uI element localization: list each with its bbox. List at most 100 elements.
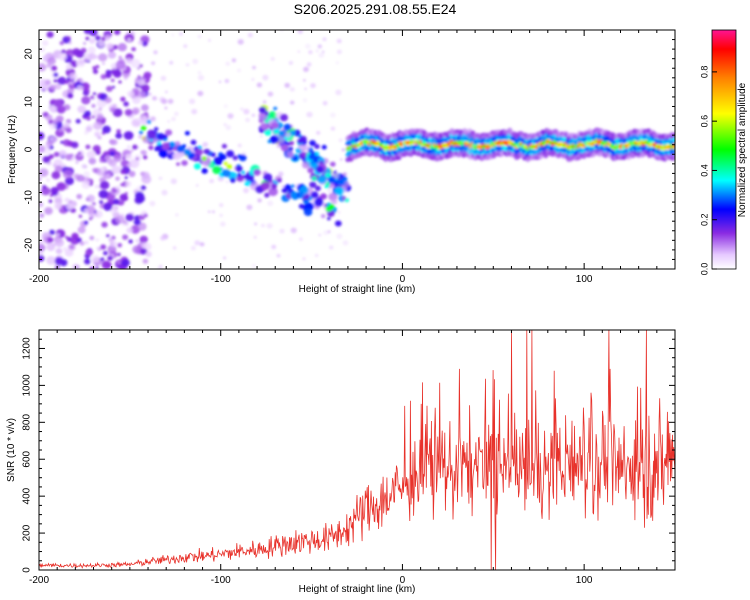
spectrogram-cell — [117, 261, 121, 265]
spectrogram-cell — [43, 148, 51, 155]
spectrogram-cell — [111, 139, 118, 146]
y-tick-label: 400 — [22, 487, 33, 504]
spectrogram-cell — [117, 243, 123, 248]
spectrogram-cell — [243, 187, 249, 194]
spectrogram-cell — [202, 142, 209, 147]
spectrogram-cell — [672, 137, 675, 142]
spectrogram-cell — [298, 203, 305, 209]
spectrogram-cell — [223, 104, 228, 108]
spectrogram-cell — [99, 158, 105, 163]
spectrogram-cell — [105, 37, 110, 41]
spectrogram-cell — [102, 125, 111, 134]
spectrogram-cell — [143, 213, 148, 218]
spectrogram-cell — [76, 193, 83, 200]
spectrogram-cell — [71, 232, 79, 240]
spectrogram-cell — [140, 118, 149, 126]
spectrogram-cell — [63, 247, 67, 251]
spectrogram-cell — [107, 255, 113, 261]
spectrogram-cell — [103, 202, 113, 211]
spectrogram-cell — [171, 116, 176, 122]
spectrogram-cell — [164, 106, 168, 110]
spectrogram-cell — [39, 144, 46, 153]
spectrogram-cell — [153, 50, 158, 55]
y-tick-label: 200 — [22, 524, 33, 541]
spectrogram-cell — [140, 125, 147, 131]
spectrogram-cell — [88, 53, 97, 60]
spectrogram-cell — [147, 92, 152, 96]
spectrogram-cell — [95, 266, 99, 269]
spectrogram-cell — [305, 43, 311, 49]
spectrogram-cell — [55, 233, 60, 237]
spectrogram-cell — [45, 144, 51, 149]
spectrogram-cell — [118, 55, 122, 59]
spectrogram-cell — [53, 151, 60, 157]
spectrogram-cell — [323, 230, 329, 236]
spectrogram-cell — [140, 150, 145, 154]
spectrogram-cell — [83, 165, 87, 169]
spectrogram-cell — [225, 125, 231, 131]
colorbar: 0.0 0.2 0.4 0.6 0.8 Normalized spectral ampli… — [699, 29, 748, 275]
spectrogram-cell — [315, 165, 324, 174]
spectrogram-cell — [121, 258, 130, 267]
spectrogram-cell — [161, 98, 168, 105]
spectrogram-cell — [64, 197, 70, 203]
spectrogram-cell — [334, 186, 345, 196]
spectrogram-cell — [67, 87, 74, 94]
spectrogram-cell — [317, 44, 322, 49]
spectrogram-cell — [135, 77, 140, 82]
spectrogram-cell — [140, 248, 148, 255]
spectrogram-cell — [115, 215, 125, 224]
spectrogram-cell — [235, 165, 243, 172]
spectrogram-cell — [288, 140, 295, 146]
spectrogram-cell — [270, 122, 279, 130]
spectrogram-cell — [54, 165, 63, 173]
spectrogram-cell — [49, 193, 54, 197]
spectrogram-cell — [101, 221, 108, 228]
spectrogram-cell — [201, 156, 207, 161]
spectrogram-cell — [51, 171, 61, 180]
spectrogram-cell — [126, 145, 131, 149]
spectrogram-cell — [50, 186, 59, 195]
spectrogram-frame — [38, 29, 676, 270]
spectrogram-cell — [179, 32, 183, 36]
spectrogram-cell — [342, 196, 347, 201]
spectrogram-cell — [245, 117, 251, 123]
spectrogram-cell — [218, 80, 222, 83]
spectrogram-cell — [301, 152, 307, 157]
spectrogram-cell — [123, 131, 134, 140]
y-tick-label: -10 — [24, 190, 35, 205]
spectrogram-cell — [672, 148, 675, 154]
y-tick-label: -20 — [24, 237, 35, 252]
spectrogram-cell — [328, 203, 335, 210]
spectrogram-cell — [319, 160, 324, 165]
spectrogram-cell — [336, 233, 343, 239]
spectrogram-cell — [49, 84, 57, 91]
spectrogram-cell — [257, 198, 262, 203]
spectrogram-cell — [77, 226, 86, 234]
spectrogram-cell — [183, 44, 188, 48]
spectrogram-cell — [86, 194, 96, 203]
spectrogram-cell — [262, 100, 267, 104]
spectrogram-cell — [55, 248, 63, 255]
spectrogram-cell — [322, 37, 327, 41]
spectrogram-cell — [120, 183, 124, 187]
spectrogram-cell — [143, 71, 152, 79]
spectrogram-cell — [106, 157, 114, 165]
spectrogram-cell — [320, 193, 327, 200]
spectrogram-cell — [225, 61, 230, 66]
spectrogram-cell — [266, 223, 273, 229]
spectrogram-cell — [198, 35, 201, 38]
spectrogram-cell — [243, 108, 250, 115]
spectrogram-cell — [221, 143, 227, 149]
spectrogram-cell — [223, 161, 228, 166]
spectrogram-cell — [190, 139, 197, 145]
spectrogram-cell — [69, 81, 74, 85]
spectrogram-cell — [297, 138, 303, 144]
spectrogram-cell — [227, 113, 234, 119]
spectrogram-cell — [92, 167, 98, 173]
spectrogram-cell — [244, 180, 251, 187]
spectrogram-cell — [290, 100, 295, 105]
spectrogram-cell — [47, 56, 56, 65]
spectrogram-cell — [315, 49, 319, 53]
spectrogram-cell — [107, 245, 117, 254]
